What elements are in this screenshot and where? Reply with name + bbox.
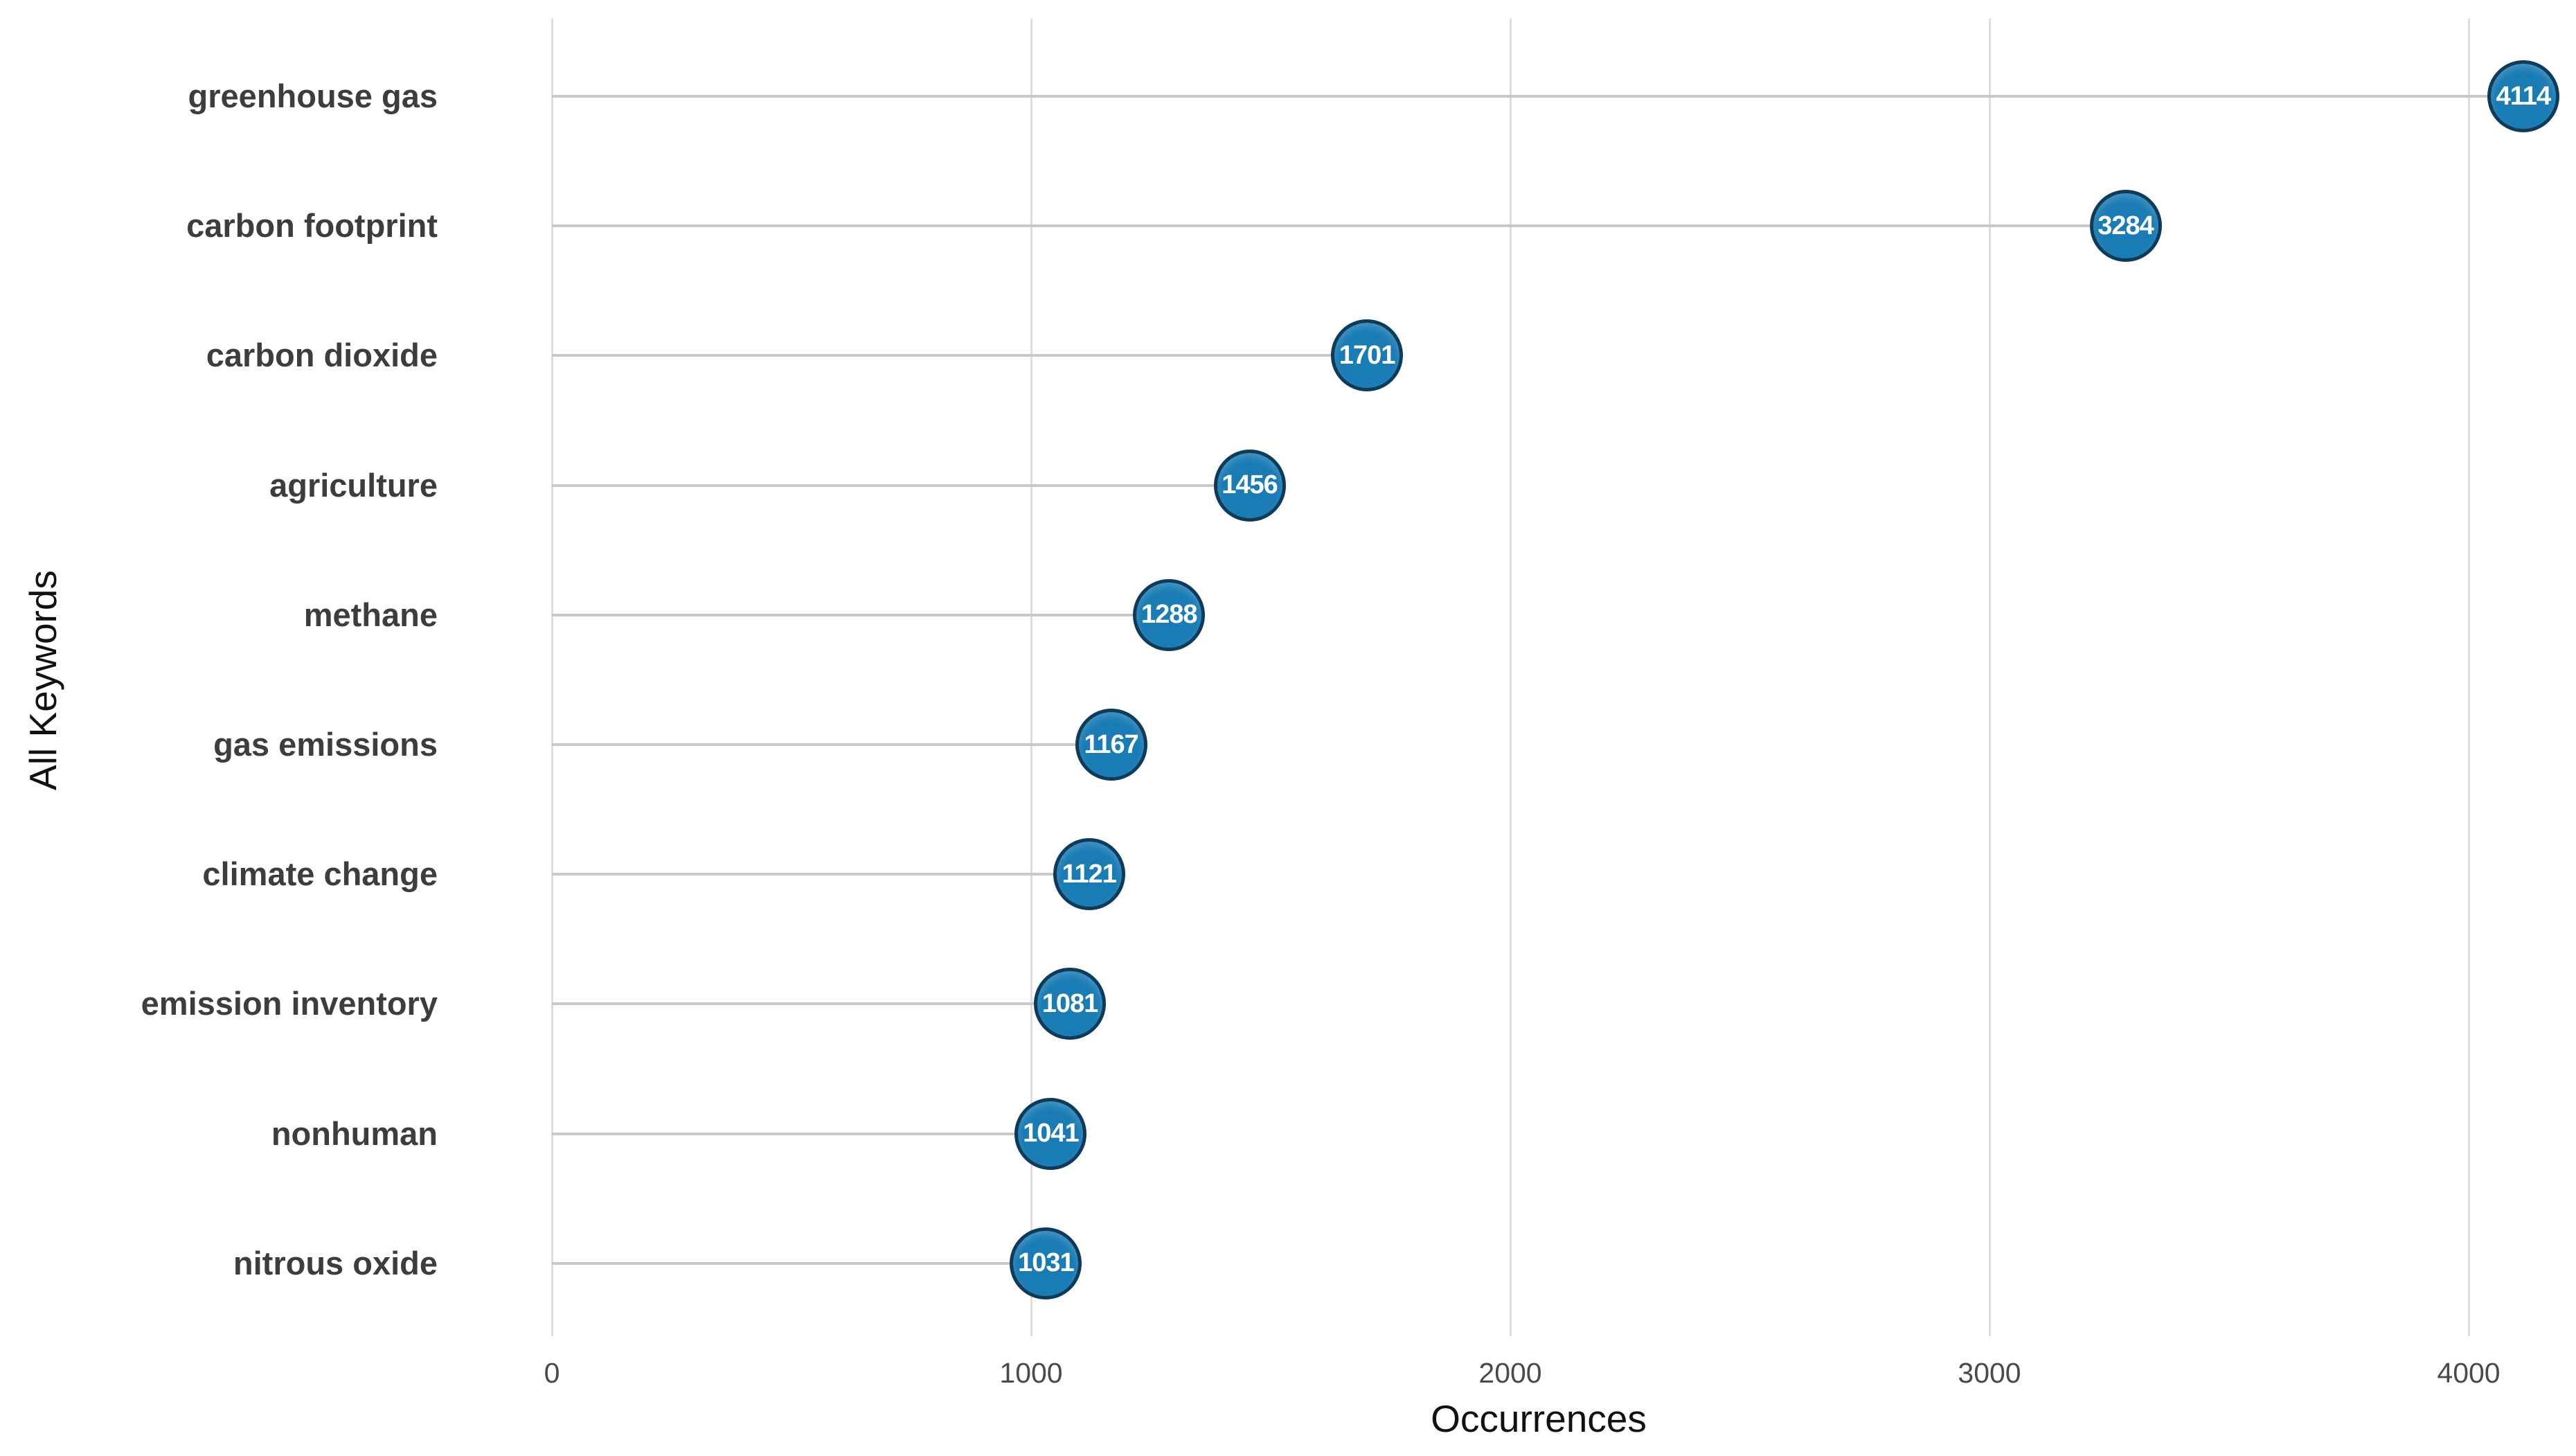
category-label: carbon footprint [186,207,438,245]
x-tick-label-4000: 4000 [2437,1357,2501,1389]
data-point-value: 1288 [1141,600,1198,630]
data-point-value: 1031 [1018,1248,1075,1278]
category-label: emission inventory [141,985,438,1022]
category-label: methane [303,596,438,633]
x-tick-label-3000: 3000 [1958,1357,2021,1389]
data-point: 1456 [1213,449,1286,522]
data-point: 1121 [1053,838,1125,911]
gridline-x-0 [551,19,553,1336]
category-label: nonhuman [271,1115,438,1152]
stem-line [552,1002,1071,1006]
stem-line [552,1132,1051,1135]
data-point-value: 1701 [1339,340,1396,370]
stem-line [552,613,1170,616]
data-point-value: 1456 [1222,470,1278,500]
gridline-x-4000 [2467,19,2470,1336]
x-tick-label-2000: 2000 [1478,1357,1542,1389]
stem-line [552,483,1250,487]
x-axis-title: Occurrences [1431,1397,1647,1440]
data-point: 1081 [1034,968,1107,1040]
stem-line [552,224,2126,228]
data-point: 3284 [2089,190,2162,263]
gridline-x-1000 [1030,19,1032,1336]
category-label: greenhouse gas [188,78,438,114]
data-point: 1288 [1133,578,1206,651]
stem-line [552,873,1089,876]
data-point: 4114 [2487,60,2559,132]
data-point: 1167 [1075,709,1147,781]
data-point-value: 4114 [2496,81,2551,111]
category-label: climate change [202,855,438,893]
stem-line [552,1261,1046,1265]
x-tick-label-0: 0 [544,1357,560,1389]
gridline-x-3000 [1988,19,1991,1336]
gridline-x-2000 [1509,19,1512,1336]
data-point-value: 1041 [1023,1119,1080,1148]
stem-line [552,95,2523,98]
data-point-value: 1081 [1041,988,1099,1018]
data-point: 1031 [1010,1227,1082,1299]
category-label: carbon dioxide [206,337,438,374]
data-point-value: 3284 [2098,211,2154,240]
category-label: gas emissions [213,726,438,763]
stem-line [552,354,1368,357]
y-axis-title: All Keywords [21,570,64,790]
stem-line [552,743,1111,746]
data-point-value: 1167 [1084,729,1138,759]
x-tick-label-1000: 1000 [999,1357,1063,1389]
data-point: 1701 [1331,319,1404,392]
category-label: agriculture [269,466,438,504]
category-label: nitrous oxide [233,1244,438,1281]
data-point-value: 1121 [1062,859,1116,889]
data-point: 1041 [1014,1097,1087,1170]
